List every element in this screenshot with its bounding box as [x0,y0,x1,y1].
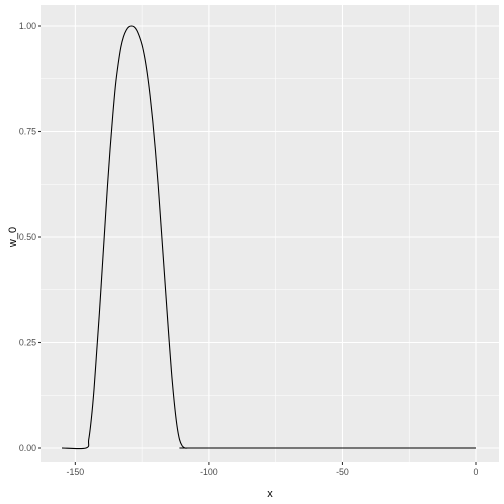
major-grid [41,5,499,462]
minor-grid [41,5,499,462]
y-tick-label: 0.00 [19,443,36,453]
x-axis: -150 -100 -50 0 [67,462,479,477]
x-tick-label: 0 [474,467,479,477]
y-axis-title: w_0 [7,227,19,248]
y-tick-label: 0.50 [19,232,36,242]
y-tick-label: 0.25 [19,338,36,348]
x-tick-label: -150 [67,467,85,477]
plot-panel [41,5,499,462]
y-tick-label: 1.00 [19,21,36,31]
series-line [61,25,476,450]
y-axis: 0.00 0.25 0.50 0.75 1.00 [19,21,41,453]
y-tick-label: 0.75 [19,127,36,137]
x-axis-title: x [267,488,273,500]
x-tick-label: -100 [200,467,218,477]
x-tick-label: -50 [336,467,349,477]
